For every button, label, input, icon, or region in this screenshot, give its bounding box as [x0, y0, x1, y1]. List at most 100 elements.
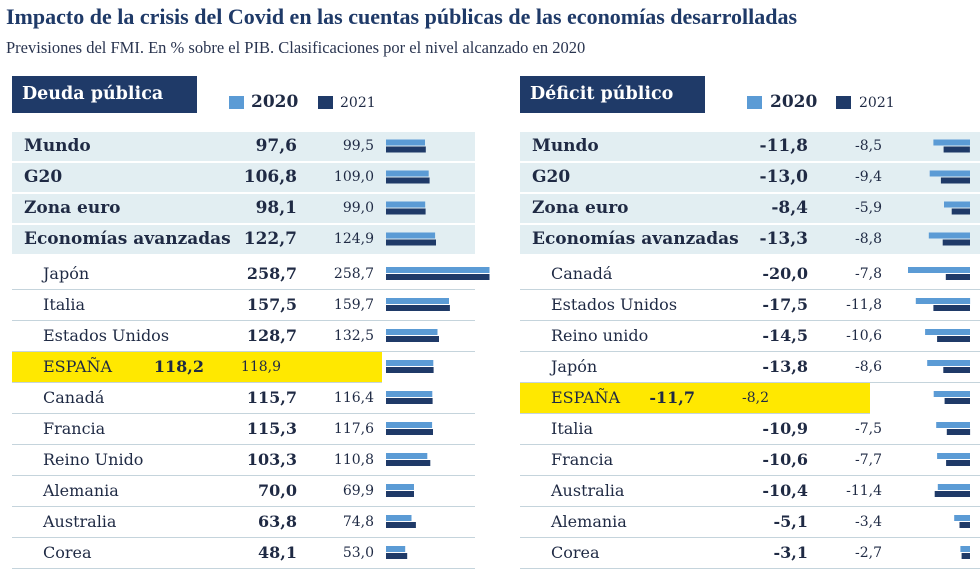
- bar-2020-japon: [386, 267, 490, 273]
- value-2020: -10,9: [762, 419, 808, 438]
- bar-2020-estados-unidos: [386, 329, 438, 335]
- country-row-australia: Australia -10,4 -11,4: [520, 476, 980, 507]
- country-row-reino-unido: Reino Unido 103,3 110,8: [12, 445, 475, 476]
- value-2021: 258,7: [333, 266, 374, 282]
- value-2020: -11,8: [759, 136, 808, 156]
- value-2021: 99,0: [342, 200, 374, 216]
- legend-label-2021: 2021: [859, 95, 895, 111]
- row-label: Canadá: [551, 264, 613, 283]
- row-label: Corea: [551, 543, 600, 562]
- value-2020: -10,6: [762, 450, 808, 469]
- aggregate-row-g20: G20 -13,0 -9,4: [520, 163, 980, 192]
- country-row-alemania: Alemania -5,1 -3,4: [520, 507, 980, 538]
- row-label: Francia: [43, 419, 106, 438]
- bar-2020-canada: [386, 391, 433, 397]
- value-2020: -17,5: [762, 295, 808, 314]
- bar-2021-corea: [961, 553, 970, 559]
- bar-2020-italia: [386, 298, 449, 304]
- bar-2020-espana: [933, 391, 970, 397]
- country-row-francia: Francia 115,3 117,6: [12, 414, 475, 445]
- bar-2020-g20: [386, 170, 429, 177]
- row-label: Mundo: [24, 136, 91, 156]
- chart-subtitle: Previsiones del FMI. En % sobre el PIB. …: [6, 38, 586, 57]
- bar-2021-italia: [946, 429, 971, 435]
- legend-label-2021: 2021: [340, 95, 376, 111]
- row-label: Estados Unidos: [43, 326, 170, 345]
- country-row-japon: Japón -13,8 -8,6: [520, 352, 980, 383]
- row-label: Italia: [43, 295, 86, 314]
- bar-2021-japon: [386, 274, 490, 280]
- country-row-estados-unidos: Estados Unidos -17,5 -11,8: [520, 290, 980, 321]
- value-2021: -11,8: [846, 297, 882, 313]
- row-label: Alemania: [551, 512, 627, 531]
- value-2021: 117,6: [333, 421, 374, 437]
- debt-bars: [386, 139, 490, 559]
- value-2020: 98,1: [255, 198, 297, 218]
- row-label: Japón: [551, 357, 598, 376]
- bar-2021-francia: [386, 429, 433, 435]
- bar-2020-reino-unido: [386, 453, 428, 459]
- value-2021: 53,0: [342, 545, 374, 561]
- row-label: Canadá: [43, 388, 105, 407]
- value-2020: -13,3: [759, 229, 808, 249]
- value-2020: 157,5: [246, 295, 297, 314]
- value-2020: 103,3: [246, 450, 297, 469]
- bar-2021-g20: [940, 177, 970, 184]
- value-2021: 159,7: [333, 297, 374, 313]
- bar-2020-economias-avanzadas: [386, 232, 436, 239]
- legend-swatch-2020: [747, 96, 762, 109]
- row-label: Japón: [43, 264, 90, 283]
- bar-2021-canada: [945, 274, 970, 280]
- country-row-japon: Japón 258,7 258,7: [12, 259, 475, 290]
- value-2021: -10,6: [846, 328, 882, 344]
- row-label: Estados Unidos: [551, 295, 678, 314]
- value-2021: 116,4: [333, 390, 374, 406]
- value-2020: 122,7: [243, 229, 297, 249]
- value-2021: -11,4: [846, 483, 882, 499]
- row-label: Alemania: [43, 481, 119, 500]
- value-2020: 118,2: [153, 357, 204, 376]
- value-2020: 106,8: [243, 167, 297, 187]
- value-2020: -10,4: [762, 481, 808, 500]
- bar-2021-estados-unidos: [386, 336, 439, 342]
- row-label: Australia: [43, 512, 117, 531]
- bar-2020-alemania: [954, 515, 970, 521]
- country-row-italia: Italia -10,9 -7,5: [520, 414, 980, 445]
- bar-2020-zona-euro: [944, 201, 970, 208]
- row-label: Italia: [551, 419, 594, 438]
- aggregate-row-mundo: Mundo -11,8 -8,5: [520, 132, 980, 161]
- row-label: Francia: [551, 450, 614, 469]
- bar-2021-estados-unidos: [933, 305, 970, 311]
- bar-2020-espana: [386, 360, 434, 366]
- row-label: Zona euro: [24, 198, 121, 218]
- legend-swatch-2021: [836, 96, 851, 109]
- country-row-canada: Canadá 115,7 116,4: [12, 383, 475, 414]
- country-row-estados-unidos: Estados Unidos 128,7 132,5: [12, 321, 475, 352]
- country-row-corea: Corea 48,1 53,0: [12, 538, 475, 569]
- bar-2021-reino-unido: [937, 336, 970, 342]
- row-label: Mundo: [532, 136, 599, 156]
- value-2020: -20,0: [762, 264, 808, 283]
- value-2020: -3,1: [773, 543, 808, 562]
- bar-2021-japon: [943, 367, 970, 373]
- bar-2021-economias-avanzadas: [942, 239, 970, 246]
- bar-2020-australia: [386, 515, 412, 521]
- bar-2021-italia: [386, 305, 450, 311]
- value-2020: -5,1: [773, 512, 808, 531]
- value-2021: 118,9: [240, 359, 281, 375]
- legend-label-2020: 2020: [770, 92, 818, 112]
- country-row-espana: ESPAÑA 118,2 118,9: [12, 352, 382, 383]
- country-row-espana: ESPAÑA -11,7 -8,2: [520, 383, 870, 414]
- value-2020: -8,4: [771, 198, 808, 218]
- bar-2021-mundo: [943, 146, 970, 153]
- bar-2021-francia: [946, 460, 970, 466]
- row-label: G20: [24, 167, 63, 187]
- bar-2020-mundo: [386, 139, 425, 146]
- row-label: G20: [532, 167, 571, 187]
- bar-2021-zona-euro: [386, 208, 426, 215]
- aggregate-row-economias-avanzadas: Economías avanzadas -13,3 -8,8: [520, 225, 980, 254]
- bar-2021-zona-euro: [951, 208, 970, 215]
- deficit-bars: [908, 139, 971, 559]
- value-2021: 110,8: [333, 452, 374, 468]
- bar-2020-italia: [936, 422, 970, 428]
